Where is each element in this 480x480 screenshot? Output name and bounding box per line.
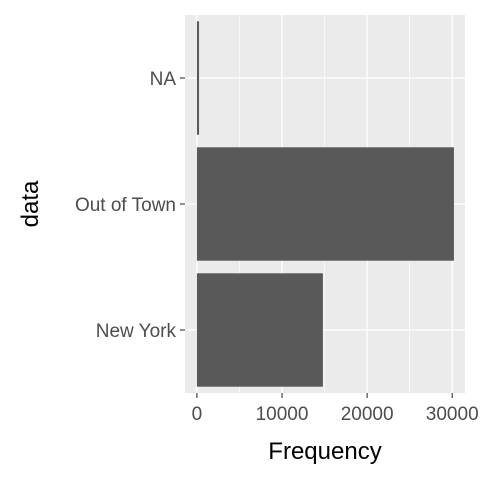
y-axis-title: data	[17, 180, 44, 227]
y-tick-label: Out of Town	[75, 195, 176, 216]
bar-na	[197, 21, 199, 134]
x-tick-label: 20000	[341, 404, 394, 425]
bar-new-york	[197, 273, 323, 386]
x-tick-label: 10000	[256, 404, 309, 425]
x-tick-label: 30000	[426, 404, 479, 425]
x-tick-label: 0	[192, 404, 203, 425]
x-axis-title: Frequency	[268, 438, 381, 465]
bar-out-of-town	[197, 147, 454, 260]
y-tick-label: New York	[96, 321, 177, 342]
y-tick-label: NA	[150, 69, 177, 90]
